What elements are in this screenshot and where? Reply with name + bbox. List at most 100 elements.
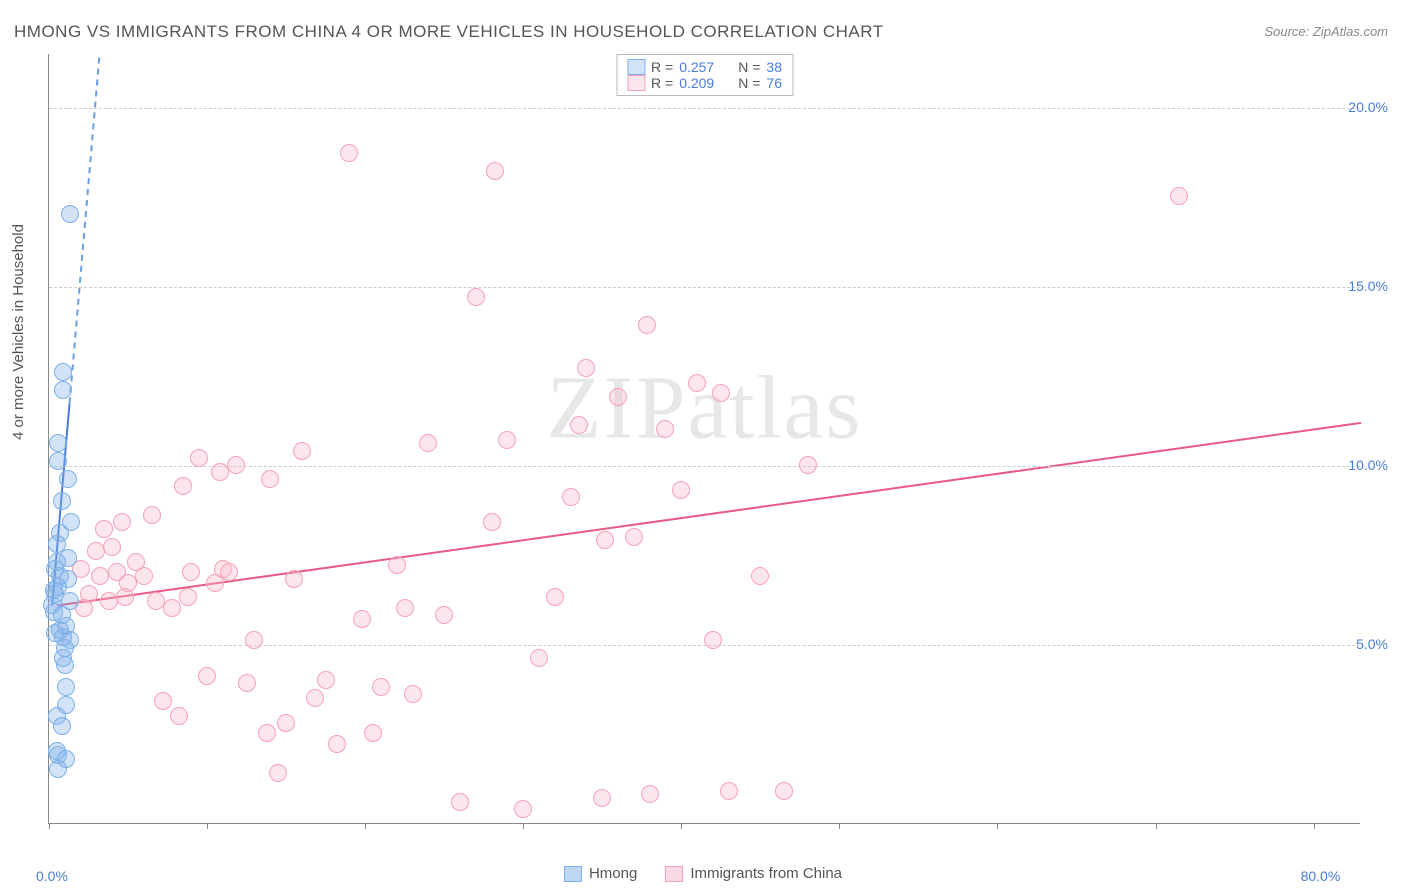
data-point-pink	[577, 359, 595, 377]
legend-swatch-china	[665, 866, 683, 882]
data-point-pink	[143, 506, 161, 524]
x-tick	[1314, 823, 1315, 829]
series-legend: Hmong Immigrants from China	[564, 865, 842, 882]
y-tick-label: 15.0%	[1328, 278, 1388, 294]
x-tick-label: 0.0%	[36, 868, 68, 884]
data-point-pink	[570, 416, 588, 434]
data-point-pink	[91, 567, 109, 585]
r-value-pink: 0.209	[679, 75, 714, 91]
r-label-pink: R =	[651, 75, 673, 91]
data-point-pink	[625, 528, 643, 546]
data-point-pink	[95, 520, 113, 538]
n-value-pink: 76	[766, 75, 782, 91]
legend-row-pink: R = 0.209 N = 76	[627, 75, 782, 91]
data-point-pink	[238, 674, 256, 692]
data-point-pink	[227, 456, 245, 474]
data-point-pink	[170, 707, 188, 725]
y-tick-label: 10.0%	[1328, 457, 1388, 473]
data-point-pink	[546, 588, 564, 606]
data-point-pink	[182, 563, 200, 581]
data-point-pink	[388, 556, 406, 574]
data-point-blue	[51, 567, 69, 585]
y-tick-label: 20.0%	[1328, 99, 1388, 115]
data-point-blue	[62, 513, 80, 531]
data-point-pink	[328, 735, 346, 753]
data-point-blue	[54, 363, 72, 381]
data-point-pink	[285, 570, 303, 588]
legend-swatch-hmong	[564, 866, 582, 882]
watermark-zip: ZIP	[547, 358, 688, 457]
n-label-pink: N =	[738, 75, 760, 91]
data-point-pink	[353, 610, 371, 628]
data-point-pink	[317, 671, 335, 689]
x-tick	[365, 823, 366, 829]
data-point-blue	[59, 549, 77, 567]
data-point-pink	[113, 513, 131, 531]
chart-container: HMONG VS IMMIGRANTS FROM CHINA 4 OR MORE…	[0, 0, 1406, 892]
data-point-pink	[688, 374, 706, 392]
data-point-pink	[245, 631, 263, 649]
data-point-pink	[211, 463, 229, 481]
x-tick-label: 80.0%	[1301, 868, 1341, 884]
data-point-pink	[1170, 187, 1188, 205]
x-tick	[1156, 823, 1157, 829]
data-point-pink	[261, 470, 279, 488]
data-point-pink	[498, 431, 516, 449]
r-value-blue: 0.257	[679, 59, 714, 75]
data-point-pink	[135, 567, 153, 585]
x-tick	[49, 823, 50, 829]
data-point-pink	[306, 689, 324, 707]
data-point-pink	[483, 513, 501, 531]
data-point-pink	[799, 456, 817, 474]
legend-item-china: Immigrants from China	[665, 865, 842, 882]
data-point-pink	[103, 538, 121, 556]
n-value-blue: 38	[766, 59, 782, 75]
chart-title: HMONG VS IMMIGRANTS FROM CHINA 4 OR MORE…	[14, 22, 884, 42]
data-point-pink	[404, 685, 422, 703]
legend-label-china: Immigrants from China	[690, 865, 842, 882]
data-point-blue	[54, 381, 72, 399]
data-point-blue	[53, 717, 71, 735]
y-gridline	[49, 466, 1360, 467]
data-point-pink	[258, 724, 276, 742]
data-point-pink	[372, 678, 390, 696]
data-point-pink	[163, 599, 181, 617]
data-point-pink	[609, 388, 627, 406]
data-point-pink	[751, 567, 769, 585]
data-point-pink	[419, 434, 437, 452]
data-point-blue	[57, 678, 75, 696]
legend-row-blue: R = 0.257 N = 38	[627, 59, 782, 75]
data-point-pink	[396, 599, 414, 617]
data-point-pink	[486, 162, 504, 180]
x-tick	[839, 823, 840, 829]
data-point-pink	[593, 789, 611, 807]
data-point-pink	[174, 477, 192, 495]
x-tick	[997, 823, 998, 829]
data-point-pink	[116, 588, 134, 606]
data-point-blue	[49, 434, 67, 452]
data-point-pink	[293, 442, 311, 460]
data-point-blue	[61, 592, 79, 610]
data-point-pink	[672, 481, 690, 499]
r-label-blue: R =	[651, 59, 673, 75]
data-point-pink	[720, 782, 738, 800]
y-tick-label: 5.0%	[1328, 636, 1388, 652]
data-point-pink	[641, 785, 659, 803]
data-point-pink	[147, 592, 165, 610]
data-point-pink	[530, 649, 548, 667]
data-point-pink	[364, 724, 382, 742]
data-point-blue	[57, 696, 75, 714]
data-point-blue	[49, 746, 67, 764]
data-point-pink	[467, 288, 485, 306]
x-tick	[207, 823, 208, 829]
legend-item-hmong: Hmong	[564, 865, 637, 882]
data-point-pink	[179, 588, 197, 606]
data-point-pink	[704, 631, 722, 649]
data-point-pink	[712, 384, 730, 402]
data-point-pink	[190, 449, 208, 467]
data-point-pink	[220, 563, 238, 581]
data-point-blue	[59, 470, 77, 488]
data-point-pink	[198, 667, 216, 685]
data-point-pink	[451, 793, 469, 811]
data-point-blue	[46, 624, 64, 642]
